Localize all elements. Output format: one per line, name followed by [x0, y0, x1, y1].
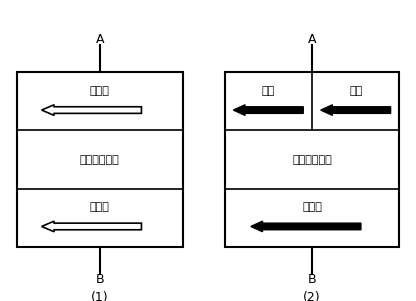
- Text: 自由层: 自由层: [90, 86, 110, 96]
- Text: B: B: [96, 273, 104, 287]
- Text: 硬区: 硬区: [262, 86, 275, 96]
- Text: 参考层: 参考层: [90, 202, 110, 212]
- Text: A: A: [96, 33, 104, 46]
- Bar: [225, 72, 399, 247]
- Text: 氧化镁氧化层: 氧化镁氧化层: [80, 154, 120, 165]
- Text: B: B: [308, 273, 316, 287]
- Polygon shape: [321, 105, 391, 115]
- Polygon shape: [251, 221, 361, 232]
- Text: (2): (2): [303, 291, 321, 301]
- Text: 氧化镁氧化层: 氧化镁氧化层: [292, 154, 332, 165]
- Polygon shape: [42, 221, 141, 232]
- Text: A: A: [308, 33, 316, 46]
- Text: (1): (1): [91, 291, 109, 301]
- Polygon shape: [233, 105, 303, 115]
- Text: 参考层: 参考层: [302, 202, 322, 212]
- Bar: [17, 72, 183, 247]
- Text: 软区: 软区: [349, 86, 362, 96]
- Polygon shape: [42, 105, 141, 115]
